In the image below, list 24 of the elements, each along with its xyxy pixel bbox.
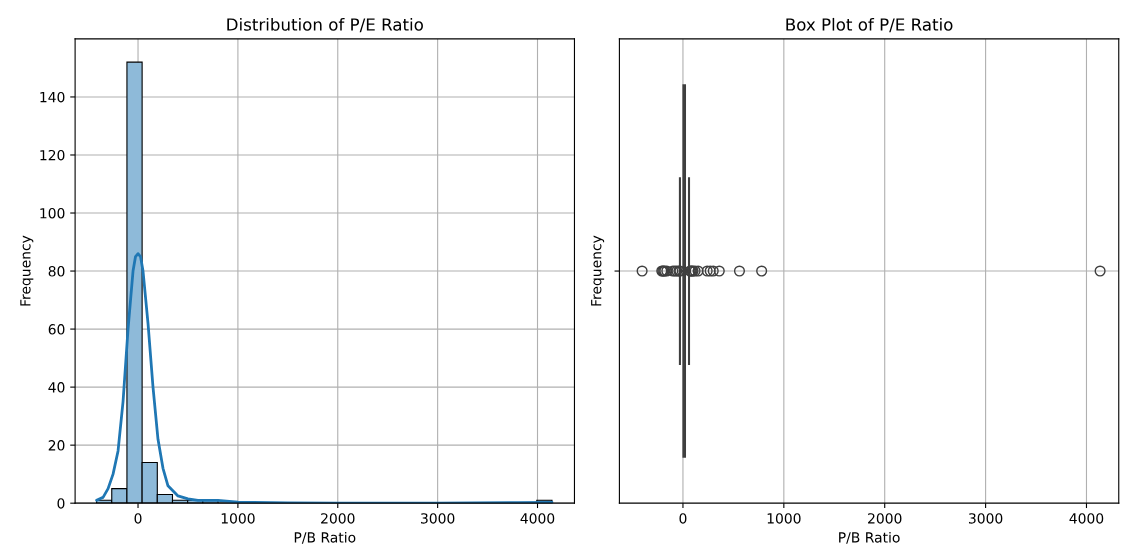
x-tick-label: 2000 — [321, 513, 355, 524]
x-tick-label: 0 — [134, 513, 142, 524]
y-tick-label: 80 — [48, 266, 65, 277]
x-tick-label: 3000 — [421, 513, 455, 524]
x-tick-label: 4000 — [520, 513, 555, 524]
x-tick-label: 4000 — [1069, 513, 1104, 524]
y-tick-label: 20 — [48, 440, 65, 451]
x-axis-title: P/B Ratio — [839, 531, 900, 544]
y-tick-label: 40 — [48, 382, 65, 393]
x-axis-title: P/B Ratio — [294, 531, 356, 544]
y-axis-title: Frequency — [20, 235, 34, 306]
y-tick-label: 120 — [40, 149, 65, 161]
y-tick-label: 140 — [40, 91, 65, 103]
y-axis-title: Frequency — [591, 235, 605, 306]
y-tick-label: 0 — [57, 498, 65, 509]
x-tick-label: 1000 — [767, 513, 801, 524]
chart-title: Box Plot of P/E Ratio — [786, 17, 953, 33]
y-tick-label: 100 — [40, 207, 65, 219]
y-tick-label: 60 — [48, 324, 65, 335]
chart-title: Distribution of P/E Ratio — [227, 17, 423, 33]
x-tick-label: 3000 — [968, 513, 1003, 524]
x-tick-label: 0 — [679, 513, 687, 524]
x-tick-label: 2000 — [868, 513, 902, 524]
x-tick-label: 1000 — [221, 513, 255, 524]
